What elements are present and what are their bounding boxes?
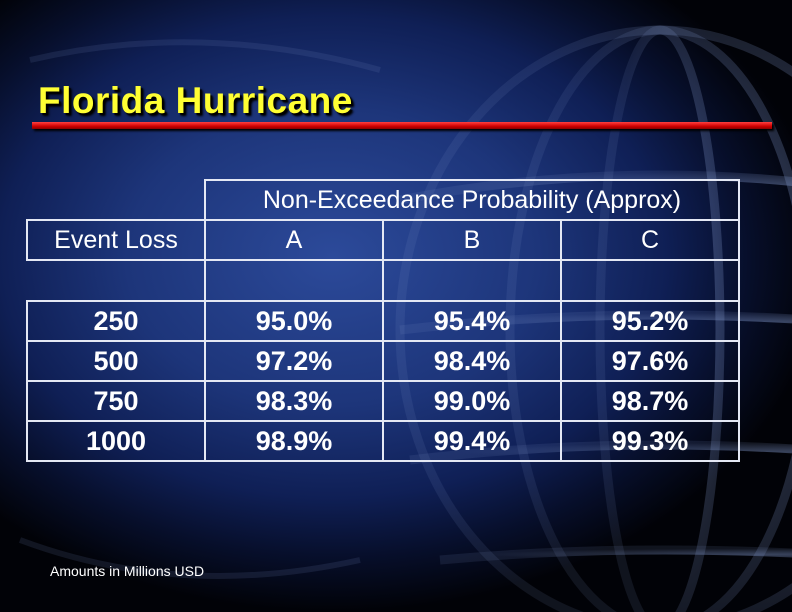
column-header-a: A — [204, 219, 384, 261]
spacer-cell — [560, 259, 740, 302]
prob-cell-b: 99.4% — [382, 420, 562, 462]
slide-title: Florida Hurricane — [38, 80, 353, 121]
event-loss-value: 250 — [93, 305, 139, 336]
prob-value-b: 99.0% — [433, 385, 511, 416]
event-loss-cell: 500 — [26, 340, 206, 382]
prob-cell-b: 95.4% — [382, 300, 562, 342]
event-loss-value: 750 — [93, 385, 139, 416]
prob-value-c: 97.6% — [611, 345, 689, 376]
prob-value-a: 98.9% — [255, 425, 333, 456]
prob-cell-a: 95.0% — [204, 300, 384, 342]
prob-cell-c: 95.2% — [560, 300, 740, 342]
column-label-c: C — [640, 225, 660, 254]
prob-cell-a: 97.2% — [204, 340, 384, 382]
prob-cell-b: 99.0% — [382, 380, 562, 422]
prob-cell-a: 98.3% — [204, 380, 384, 422]
prob-value-a: 95.0% — [255, 305, 333, 336]
prob-value-b: 99.4% — [433, 425, 511, 456]
event-loss-label: Event Loss — [54, 225, 178, 254]
event-loss-cell: 250 — [26, 300, 206, 342]
column-header-b: B — [382, 219, 562, 261]
column-header-c: C — [560, 219, 740, 261]
footnote: Amounts in Millions USD — [50, 563, 205, 579]
event-loss-value: 500 — [93, 345, 139, 376]
column-label-b: B — [463, 225, 481, 254]
prob-cell-a: 98.9% — [204, 420, 384, 462]
title-underline — [32, 122, 772, 129]
prob-cell-b: 98.4% — [382, 340, 562, 382]
prob-value-b: 98.4% — [433, 345, 511, 376]
event-loss-cell: 1000 — [26, 420, 206, 462]
probability-group-header: Non-Exceedance Probability (Approx) — [204, 179, 740, 221]
prob-value-a: 98.3% — [255, 385, 333, 416]
column-label-a: A — [285, 225, 303, 254]
event-loss-value: 1000 — [85, 425, 147, 456]
prob-cell-c: 97.6% — [560, 340, 740, 382]
prob-value-c: 98.7% — [611, 385, 689, 416]
prob-cell-c: 98.7% — [560, 380, 740, 422]
probability-group-label: Non-Exceedance Probability (Approx) — [262, 185, 682, 214]
prob-value-a: 97.2% — [255, 345, 333, 376]
prob-value-b: 95.4% — [433, 305, 511, 336]
prob-value-c: 95.2% — [611, 305, 689, 336]
spacer-cell — [204, 259, 384, 302]
event-loss-header: Event Loss — [26, 219, 206, 261]
prob-value-c: 99.3% — [611, 425, 689, 456]
prob-cell-c: 99.3% — [560, 420, 740, 462]
event-loss-cell: 750 — [26, 380, 206, 422]
spacer-cell — [382, 259, 562, 302]
